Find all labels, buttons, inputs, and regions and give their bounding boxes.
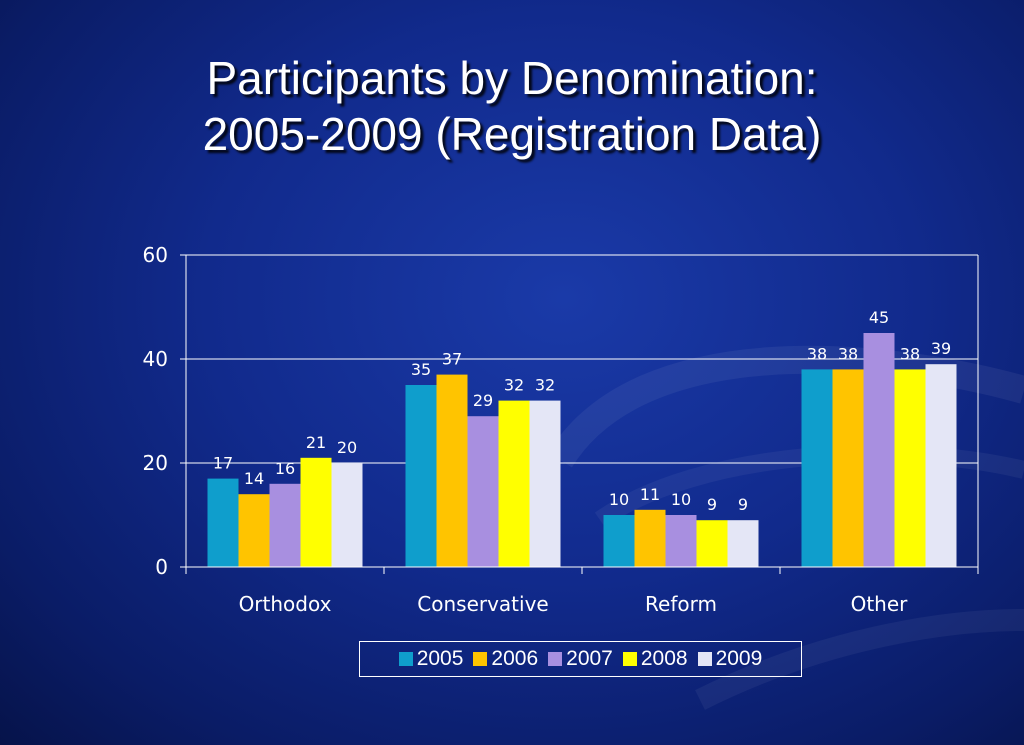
legend-swatch: [398, 652, 413, 666]
bar-value-label: 37: [442, 350, 462, 369]
bar: [801, 369, 833, 567]
bar: [207, 478, 239, 567]
chart-legend: 2005 2006 2007 2008 2009: [359, 641, 802, 677]
bar: [863, 333, 895, 567]
x-category-label: Conservative: [417, 592, 548, 616]
legend-label: 2006: [491, 647, 539, 670]
bar-value-label: 10: [671, 490, 691, 509]
bar: [696, 520, 728, 567]
bar-value-label: 38: [900, 344, 920, 363]
bar: [498, 400, 530, 567]
data-labels-group: 17 14 16 21 20 35 37 29 32 32 10 11 10 9 9 38 38 45 38 39: [213, 308, 951, 514]
bar-value-label: 38: [838, 344, 858, 363]
bar: [925, 364, 957, 567]
legend-swatch: [548, 652, 563, 666]
legend-item: 2006: [473, 647, 538, 671]
bar-value-label: 38: [807, 344, 827, 363]
bar: [300, 457, 332, 567]
legend-item: 2008: [622, 647, 688, 671]
bar-value-label: 39: [931, 339, 951, 358]
bar-value-label: 9: [738, 495, 748, 514]
bar: [331, 463, 363, 567]
legend-label: 2008: [640, 647, 688, 670]
bar: [436, 374, 468, 567]
legend-item: 2009: [697, 647, 763, 671]
chart-title-line-2: 2005-2009 (Registration Data): [202, 108, 822, 160]
y-tick-label: 20: [143, 451, 168, 475]
y-tick-label: 40: [143, 347, 168, 371]
legend-swatch: [473, 652, 488, 666]
x-category-label: Reform: [645, 592, 717, 616]
x-category-label: Other: [851, 592, 909, 616]
y-tick-label: 60: [143, 243, 168, 267]
bars-group: [207, 333, 957, 567]
legend-label: 2009: [715, 647, 763, 670]
bar: [894, 369, 926, 567]
bar-value-label: 45: [869, 308, 889, 327]
bar-value-label: 20: [337, 438, 357, 457]
legend-label: 2005: [416, 647, 464, 670]
axes-group: 0 20 40 60 Orthodox Conservative Reform Other: [143, 243, 979, 616]
bar-value-label: 32: [535, 376, 555, 395]
legend-swatch: [697, 652, 712, 666]
bar-value-label: 16: [275, 459, 295, 478]
bar-value-label: 14: [244, 469, 264, 488]
bar: [269, 483, 301, 567]
x-category-label: Orthodox: [239, 592, 332, 616]
bar: [634, 509, 666, 567]
legend-item: 2007: [548, 647, 613, 671]
bar: [529, 400, 561, 567]
bar-value-label: 9: [707, 495, 717, 514]
bar: [238, 494, 270, 567]
bar: [665, 515, 697, 567]
bar-value-label: 17: [213, 454, 233, 473]
legend-swatch: [622, 652, 637, 666]
legend-item: 2005: [398, 647, 464, 671]
bar-value-label: 10: [609, 490, 629, 509]
bar: [467, 416, 499, 567]
bar: [603, 515, 635, 567]
chart-title: Participants by Denomination: 2005-2009 …: [60, 50, 964, 162]
y-tick-label: 0: [155, 555, 168, 579]
bar-value-label: 35: [411, 360, 431, 379]
bar-value-label: 11: [640, 485, 660, 504]
legend-label: 2007: [566, 647, 613, 670]
chart-title-line-1: Participants by Denomination:: [206, 52, 818, 104]
bar-value-label: 29: [473, 391, 493, 410]
bar-value-label: 32: [504, 376, 524, 395]
bar: [727, 520, 759, 567]
bar: [832, 369, 864, 567]
bar-value-label: 21: [306, 433, 326, 452]
bar: [405, 385, 437, 567]
